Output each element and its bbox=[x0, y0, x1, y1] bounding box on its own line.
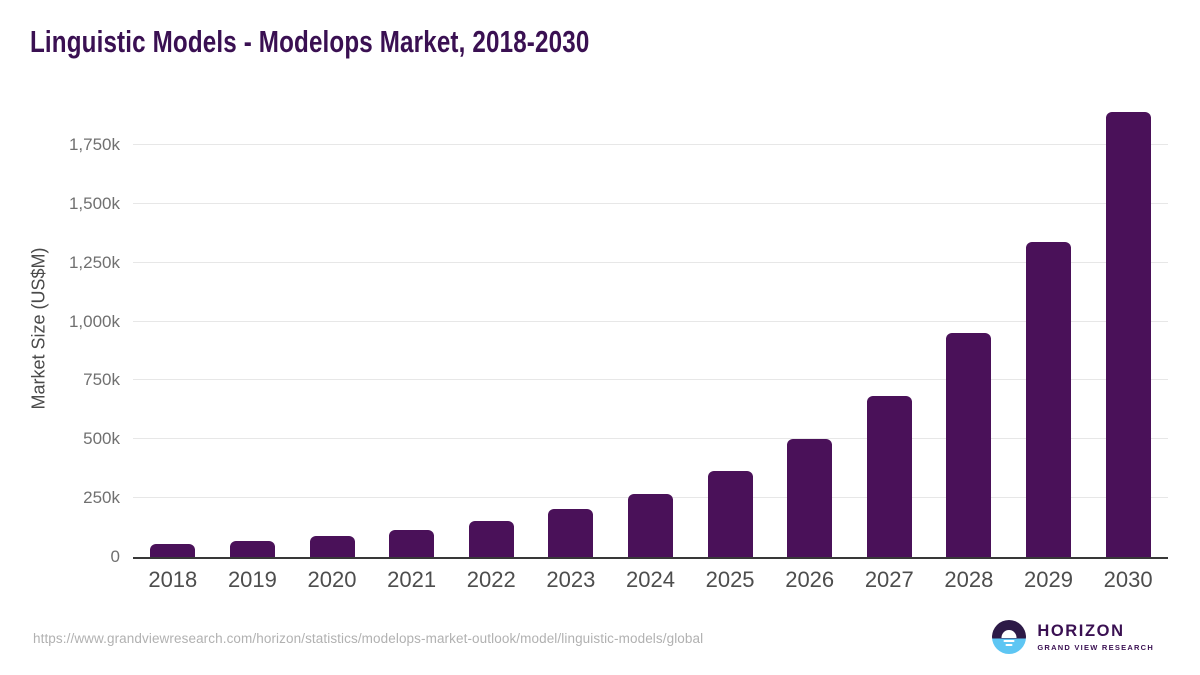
bar-2023 bbox=[548, 508, 594, 557]
bar-slot-2027 bbox=[849, 100, 929, 557]
gridline-1,750k bbox=[133, 144, 1168, 145]
y-tick-label: 0 bbox=[110, 547, 120, 566]
bar-2022 bbox=[468, 520, 514, 557]
x-tick-label-2029: 2029 bbox=[1024, 567, 1073, 592]
x-tick-label-2023: 2023 bbox=[546, 567, 596, 592]
bar-2018 bbox=[150, 543, 196, 557]
x-tick-label-2026: 2026 bbox=[785, 567, 835, 592]
bar-slot-2028 bbox=[929, 100, 1009, 557]
bar-slot-2022 bbox=[451, 100, 531, 557]
bar-slot-2021 bbox=[372, 100, 452, 557]
x-tick-label-2027: 2027 bbox=[864, 567, 914, 592]
bar-slot-2024 bbox=[611, 100, 691, 557]
horizon-logo: HORIZON GRAND VIEW RESEARCH bbox=[992, 620, 1154, 654]
x-tick-label-2019: 2019 bbox=[227, 567, 277, 592]
bar-2027 bbox=[866, 395, 912, 557]
bar-2030 bbox=[1105, 112, 1151, 557]
x-tick-label-2021: 2021 bbox=[387, 567, 437, 592]
sun-icon bbox=[1001, 630, 1017, 639]
y-tick-label: 1,750k bbox=[68, 135, 120, 154]
bar-slot-2020 bbox=[292, 100, 372, 557]
bar-2020 bbox=[309, 535, 355, 557]
logo-subtitle: GRAND VIEW RESEARCH bbox=[1037, 643, 1154, 653]
y-tick-label: 1,250k bbox=[68, 252, 120, 272]
x-tick-label-2025: 2025 bbox=[705, 567, 755, 592]
gridline-750k bbox=[133, 379, 1168, 381]
bar-slot-2019 bbox=[213, 100, 293, 557]
bar-slot-2025 bbox=[690, 100, 770, 557]
source-url: https://www.grandviewresearch.com/horizo… bbox=[33, 631, 704, 646]
y-tick-label: 750k bbox=[83, 370, 120, 390]
bar-slot-2023 bbox=[531, 100, 611, 557]
gridline-1,000k bbox=[133, 320, 1168, 322]
bar-2019 bbox=[229, 540, 275, 557]
y-tick-label: 250k bbox=[83, 488, 120, 508]
bar-2029 bbox=[1026, 241, 1071, 557]
bar-slot-2030 bbox=[1088, 100, 1168, 557]
horizon-logo-icon bbox=[992, 620, 1027, 654]
x-tick-label-2024: 2024 bbox=[625, 567, 675, 592]
y-tick-label: 500k bbox=[83, 429, 120, 449]
gridline-1,250k bbox=[133, 261, 1168, 263]
y-tick-label: 1,000k bbox=[68, 311, 120, 331]
bar-slot-2026 bbox=[770, 100, 850, 557]
x-tick-label-2030: 2030 bbox=[1103, 567, 1153, 592]
sun-reflection-line bbox=[1005, 644, 1013, 647]
bar-2028 bbox=[946, 333, 992, 557]
y-axis-title-text: Market Size (US$M) bbox=[28, 247, 49, 410]
bar-slot-2018 bbox=[133, 100, 213, 557]
y-tick-label: 1,500k bbox=[68, 193, 120, 213]
bar-2026 bbox=[787, 439, 833, 557]
x-tick-label-2020: 2020 bbox=[307, 567, 357, 592]
bar-2021 bbox=[389, 529, 435, 557]
chart-title: Linguistic Models - Modelops Market, 201… bbox=[30, 24, 590, 59]
sun-reflection-line bbox=[1003, 640, 1015, 643]
y-axis-title: Market Size (US$M) bbox=[20, 100, 58, 557]
plot-area: 0 250k 500k 750k 1,000k 1,250k 1,500k 1,750k bbox=[69, 100, 1168, 566]
x-tick-label-2028: 2028 bbox=[944, 567, 994, 592]
logo-text: HORIZON GRAND VIEW RESEARCH bbox=[1037, 622, 1154, 652]
x-tick-label-2022: 2022 bbox=[466, 567, 516, 592]
gridline-500k bbox=[133, 438, 1168, 440]
x-axis-tick-labels: 2018 2019 2020 2021 2022 2023 2024 2025 2026 2027… bbox=[133, 567, 1168, 593]
logo-title: HORIZON bbox=[1037, 621, 1125, 640]
x-tick-label-2018: 2018 bbox=[148, 567, 198, 592]
bar-2024 bbox=[627, 493, 673, 557]
bar-slot-2029 bbox=[1009, 100, 1089, 557]
bar-2025 bbox=[707, 471, 753, 557]
bar-series bbox=[133, 100, 1168, 557]
gridline-1,500k bbox=[133, 202, 1168, 204]
